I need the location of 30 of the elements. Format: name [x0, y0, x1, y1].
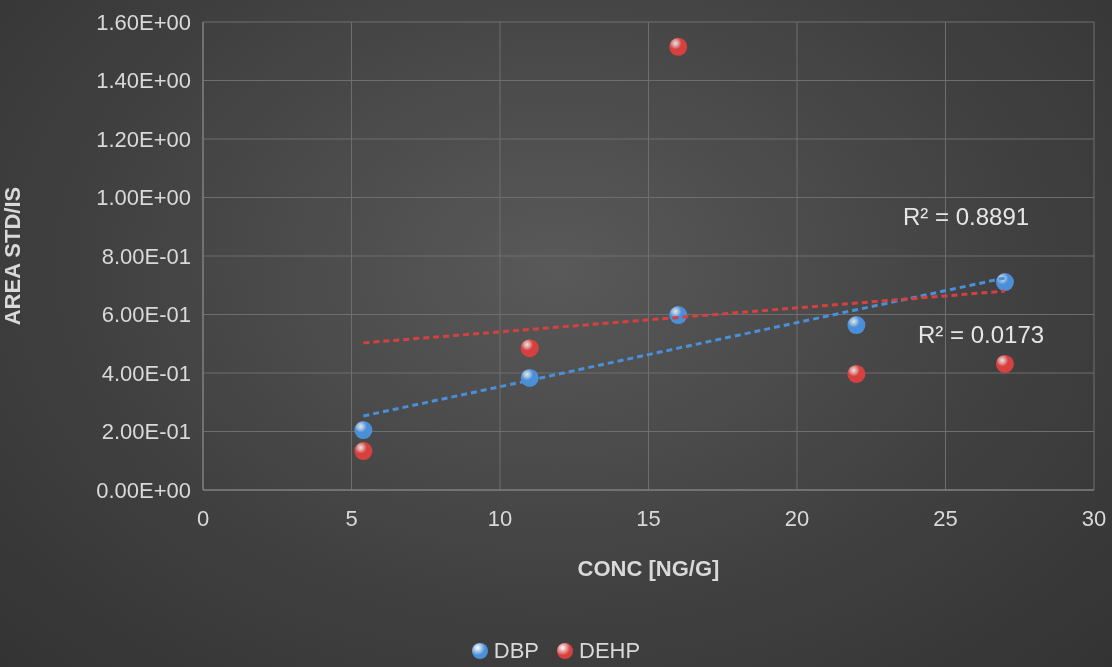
legend-label: DEHP	[579, 638, 641, 664]
x-tick-label: 25	[933, 505, 958, 531]
y-tick-label: 1.20E+00	[96, 126, 191, 152]
x-tick-label: 0	[196, 505, 210, 531]
point	[520, 339, 539, 358]
point	[847, 364, 866, 383]
point	[354, 421, 373, 440]
legend-label: DBP	[493, 638, 540, 664]
x-tick-label: 15	[636, 505, 661, 531]
point	[847, 316, 866, 335]
y-tick-label: 6.00E-01	[101, 302, 191, 328]
y-axis-title: AREA STD/IS	[0, 186, 25, 326]
y-tick-label: 1.60E+00	[96, 9, 191, 35]
y-tick-label: 2.00E-01	[101, 419, 191, 445]
y-tick-label: 4.00E-01	[101, 360, 191, 386]
x-axis-title: CONC [NG/G]	[577, 555, 720, 581]
y-tick-label: 1.40E+00	[96, 68, 191, 94]
x-tick-label: 20	[784, 505, 810, 531]
y-tick-label: 0.00E+00	[96, 477, 191, 503]
y-tick-label: 1.00E+00	[96, 185, 191, 211]
x-tick-label: 5	[345, 505, 358, 531]
point	[354, 442, 373, 461]
point	[995, 354, 1014, 373]
annotation: R² = 0.8891	[903, 203, 1030, 231]
x-tick-label: 30	[1081, 505, 1107, 531]
annotation: R² = 0.0173	[918, 321, 1045, 349]
x-tick-label: 10	[487, 505, 513, 531]
point	[995, 273, 1014, 292]
point	[669, 37, 688, 56]
y-tick-label: 8.00E-01	[101, 243, 191, 269]
